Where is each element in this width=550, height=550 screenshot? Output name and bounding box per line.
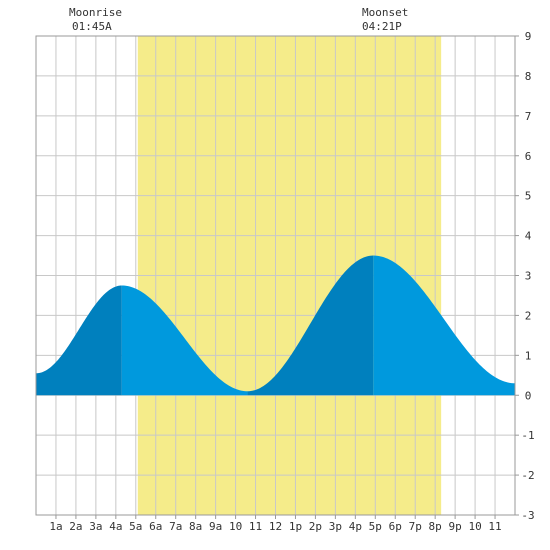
x-tick-label: 1a — [49, 520, 62, 533]
x-tick-label: 11 — [488, 520, 501, 533]
x-tick-label: 10 — [468, 520, 481, 533]
y-tick-label: 3 — [525, 270, 532, 283]
x-tick-label: 7p — [409, 520, 422, 533]
y-tick-label: -3 — [521, 509, 534, 522]
y-tick-label: 4 — [525, 230, 532, 243]
x-tick-label: 5p — [369, 520, 382, 533]
y-tick-label: -1 — [521, 429, 534, 442]
x-axis-ticks: 1a 2a 3a 4a 5a 6a 7a 8a 9a 10 11 12 1p 2p 3p 4p 5p 6p 7p 8p… — [49, 515, 502, 533]
x-tick-label: 2a — [69, 520, 82, 533]
moonset-label: Moonset — [362, 6, 409, 19]
x-tick-label: 4a — [109, 520, 122, 533]
x-tick-label: 1p — [289, 520, 302, 533]
y-tick-label: 2 — [525, 309, 532, 322]
tide-falling-segment — [121, 285, 248, 396]
y-axis-ticks: 9 8 7 6 5 4 3 2 1 0 -1 -2 -3 — [515, 30, 535, 522]
y-tick-label: -2 — [521, 469, 534, 482]
x-tick-label: 6p — [389, 520, 402, 533]
x-tick-label: 8a — [189, 520, 202, 533]
y-tick-label: 5 — [525, 190, 532, 203]
x-tick-label: 3a — [89, 520, 102, 533]
y-tick-label: 0 — [525, 389, 532, 402]
x-tick-label: 8p — [429, 520, 442, 533]
x-tick-label: 9a — [209, 520, 222, 533]
x-tick-label: 2p — [309, 520, 322, 533]
x-tick-label: 7a — [169, 520, 182, 533]
moonrise-label: Moonrise — [69, 6, 122, 19]
tide-rising-segment — [36, 285, 122, 396]
tide-falling-segment — [373, 255, 515, 396]
y-tick-label: 1 — [525, 349, 532, 362]
y-tick-label: 9 — [525, 30, 532, 43]
moonset-time: 04:21P — [362, 20, 402, 33]
y-tick-label: 6 — [525, 150, 532, 163]
y-tick-label: 7 — [525, 110, 532, 123]
x-tick-label: 5a — [129, 520, 142, 533]
x-tick-label: 11 — [249, 520, 262, 533]
y-tick-label: 8 — [525, 70, 532, 83]
x-tick-label: 12 — [269, 520, 282, 533]
grid-lines — [36, 36, 515, 515]
tide-area — [36, 255, 515, 396]
x-tick-label: 6a — [149, 520, 162, 533]
tide-rising-segment — [247, 255, 374, 396]
x-tick-label: 9p — [449, 520, 462, 533]
moonrise-time: 01:45A — [72, 20, 112, 33]
x-tick-label: 3p — [329, 520, 342, 533]
x-tick-label: 10 — [229, 520, 242, 533]
x-tick-label: 4p — [349, 520, 362, 533]
